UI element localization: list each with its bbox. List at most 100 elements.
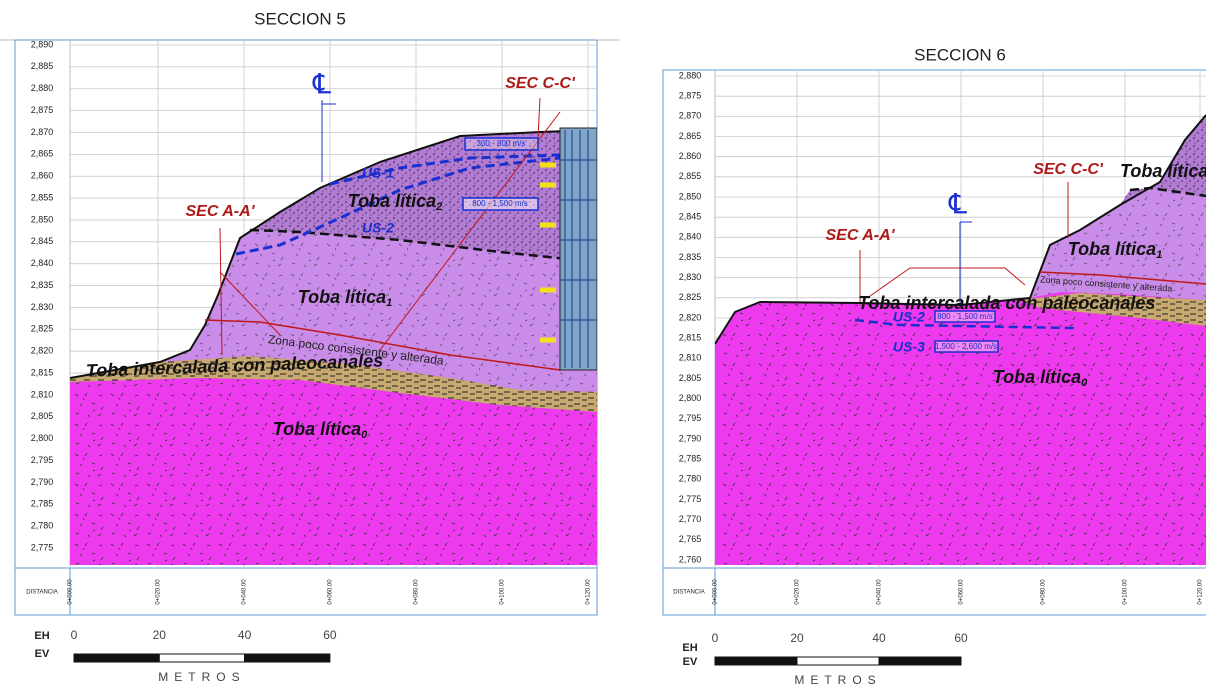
scale-bar [879,657,961,665]
elevation-label: 2,780 [679,474,702,484]
elevation-label: 2,850 [31,214,54,224]
layer-name: Toba lítica [1068,239,1156,259]
scale-eh: EH [682,642,697,654]
elevation-label: 2,875 [31,105,54,115]
elevation-label: 2,790 [31,477,54,487]
us-label: US-3 [893,339,925,355]
elevation-label: 2,785 [31,499,54,509]
section-label: SEC C-C' [1033,161,1104,178]
elevation-label: 2,890 [31,39,54,49]
elevation-label: 2,805 [679,373,702,383]
centerline-symbol: ℄ [948,188,967,219]
elevation-label: 2,790 [679,433,702,443]
elevation-label: 2,820 [679,312,702,322]
section-label: SEC A-A' [826,227,896,244]
section-title: SECCION 6 [914,45,1006,64]
layer-index: 1 [1156,249,1162,261]
station-label: 0+040.00 [877,579,883,605]
scale-mark: 0 [712,631,719,645]
us-label: US-2 [362,220,394,236]
distance-label: DISTANCIA [26,590,58,596]
us-label: US-2 [893,309,925,325]
layers [70,98,597,565]
elevation-label: 2,800 [679,393,702,403]
station-label: 0+020.00 [795,579,801,605]
velocity-label: 1,500 - 2,600 m/s [935,342,997,351]
scale-mark: 0 [71,628,78,642]
layer-label: Toba lítica1 [298,287,392,309]
station-label: 0+000.00 [68,579,74,605]
elevation-label: 2,810 [31,389,54,399]
layer-label: Toba lítica2 [1120,161,1206,183]
layers [715,115,1206,565]
elevation-label: 2,880 [679,70,702,80]
layer-name: Toba lítica [993,367,1081,387]
layer-index: 0 [1081,377,1088,389]
elevation-label: 2,770 [679,514,702,524]
elevation-label: 2,860 [31,171,54,181]
elevation-label: 2,870 [31,127,54,137]
scale-mark: 20 [153,628,167,642]
elevation-label: 2,880 [31,83,54,93]
texture [715,115,1206,565]
elevation-label: 2,830 [31,302,54,312]
layer-name: Toba lítica [298,287,386,307]
elevation-label: 2,760 [679,554,702,564]
elevation-label: 2,840 [31,258,54,268]
section-label: SEC C-C' [505,75,576,92]
elevation-label: 2,845 [679,212,702,222]
elevation-label: 2,855 [31,192,54,202]
elevation-label: 2,795 [31,455,54,465]
scale-bar [715,657,797,665]
scale-ev: EV [683,656,698,668]
elevation-label: 2,825 [679,292,702,302]
elevation-label: 2,850 [679,191,702,201]
station-label: 0+120.00 [1198,579,1204,605]
station-label: 0+040.00 [242,579,248,605]
scale-unit: METROS [794,673,881,687]
layer-index: 1 [386,297,392,309]
station-label: 0+080.00 [414,579,420,605]
station-label: 0+120.00 [586,579,592,605]
station-label: 0+060.00 [328,579,334,605]
layer-label: Toba lítica2 [348,191,442,213]
elevation-label: 2,855 [679,171,702,181]
section-title: SECCION 5 [254,9,346,28]
elevation-label: 2,775 [31,542,54,552]
elevation-label: 2,825 [31,324,54,334]
elevation-label: 2,805 [31,411,54,421]
scale-bar [245,654,330,662]
elevation-label: 2,775 [679,494,702,504]
station-label: 0+000.00 [713,579,719,605]
elevation-label: 2,840 [679,232,702,242]
elevation-label: 2,765 [679,534,702,544]
scale-bar [159,654,244,662]
elevation-label: 2,815 [31,367,54,377]
scale-ev: EV [35,648,50,660]
elevation-label: 2,815 [679,333,702,343]
elevation-label: 2,865 [679,131,702,141]
elevation-label: 2,835 [679,252,702,262]
scale-eh: EH [34,630,49,642]
distance-label: DISTANCIA [673,590,705,596]
elevation-label: 2,780 [31,521,54,531]
elevation-label: 2,865 [31,149,54,159]
scale-mark: 60 [323,628,337,642]
layer-label: Toba lítica1 [1068,239,1162,261]
station-label: 0+060.00 [959,579,965,605]
scale-mark: 40 [238,628,252,642]
elevation-label: 2,870 [679,111,702,121]
elevation-label: 2,875 [679,91,702,101]
station-label: 0+080.00 [1041,579,1047,605]
section-label: SEC A-A' [186,203,256,220]
elevation-label: 2,835 [31,280,54,290]
us-label: US-1 [362,165,394,181]
figure: SECCION 5 2,8902,8852,8802,8752,8702,865… [0,0,1206,687]
layer-index: 2 [435,201,442,213]
scale-bar [74,654,159,662]
scale-unit: METROS [158,670,245,684]
layer-label: Toba lítica0 [993,367,1088,389]
layer-name: Toba lítica [1120,161,1206,181]
scale-mark: 60 [954,631,968,645]
